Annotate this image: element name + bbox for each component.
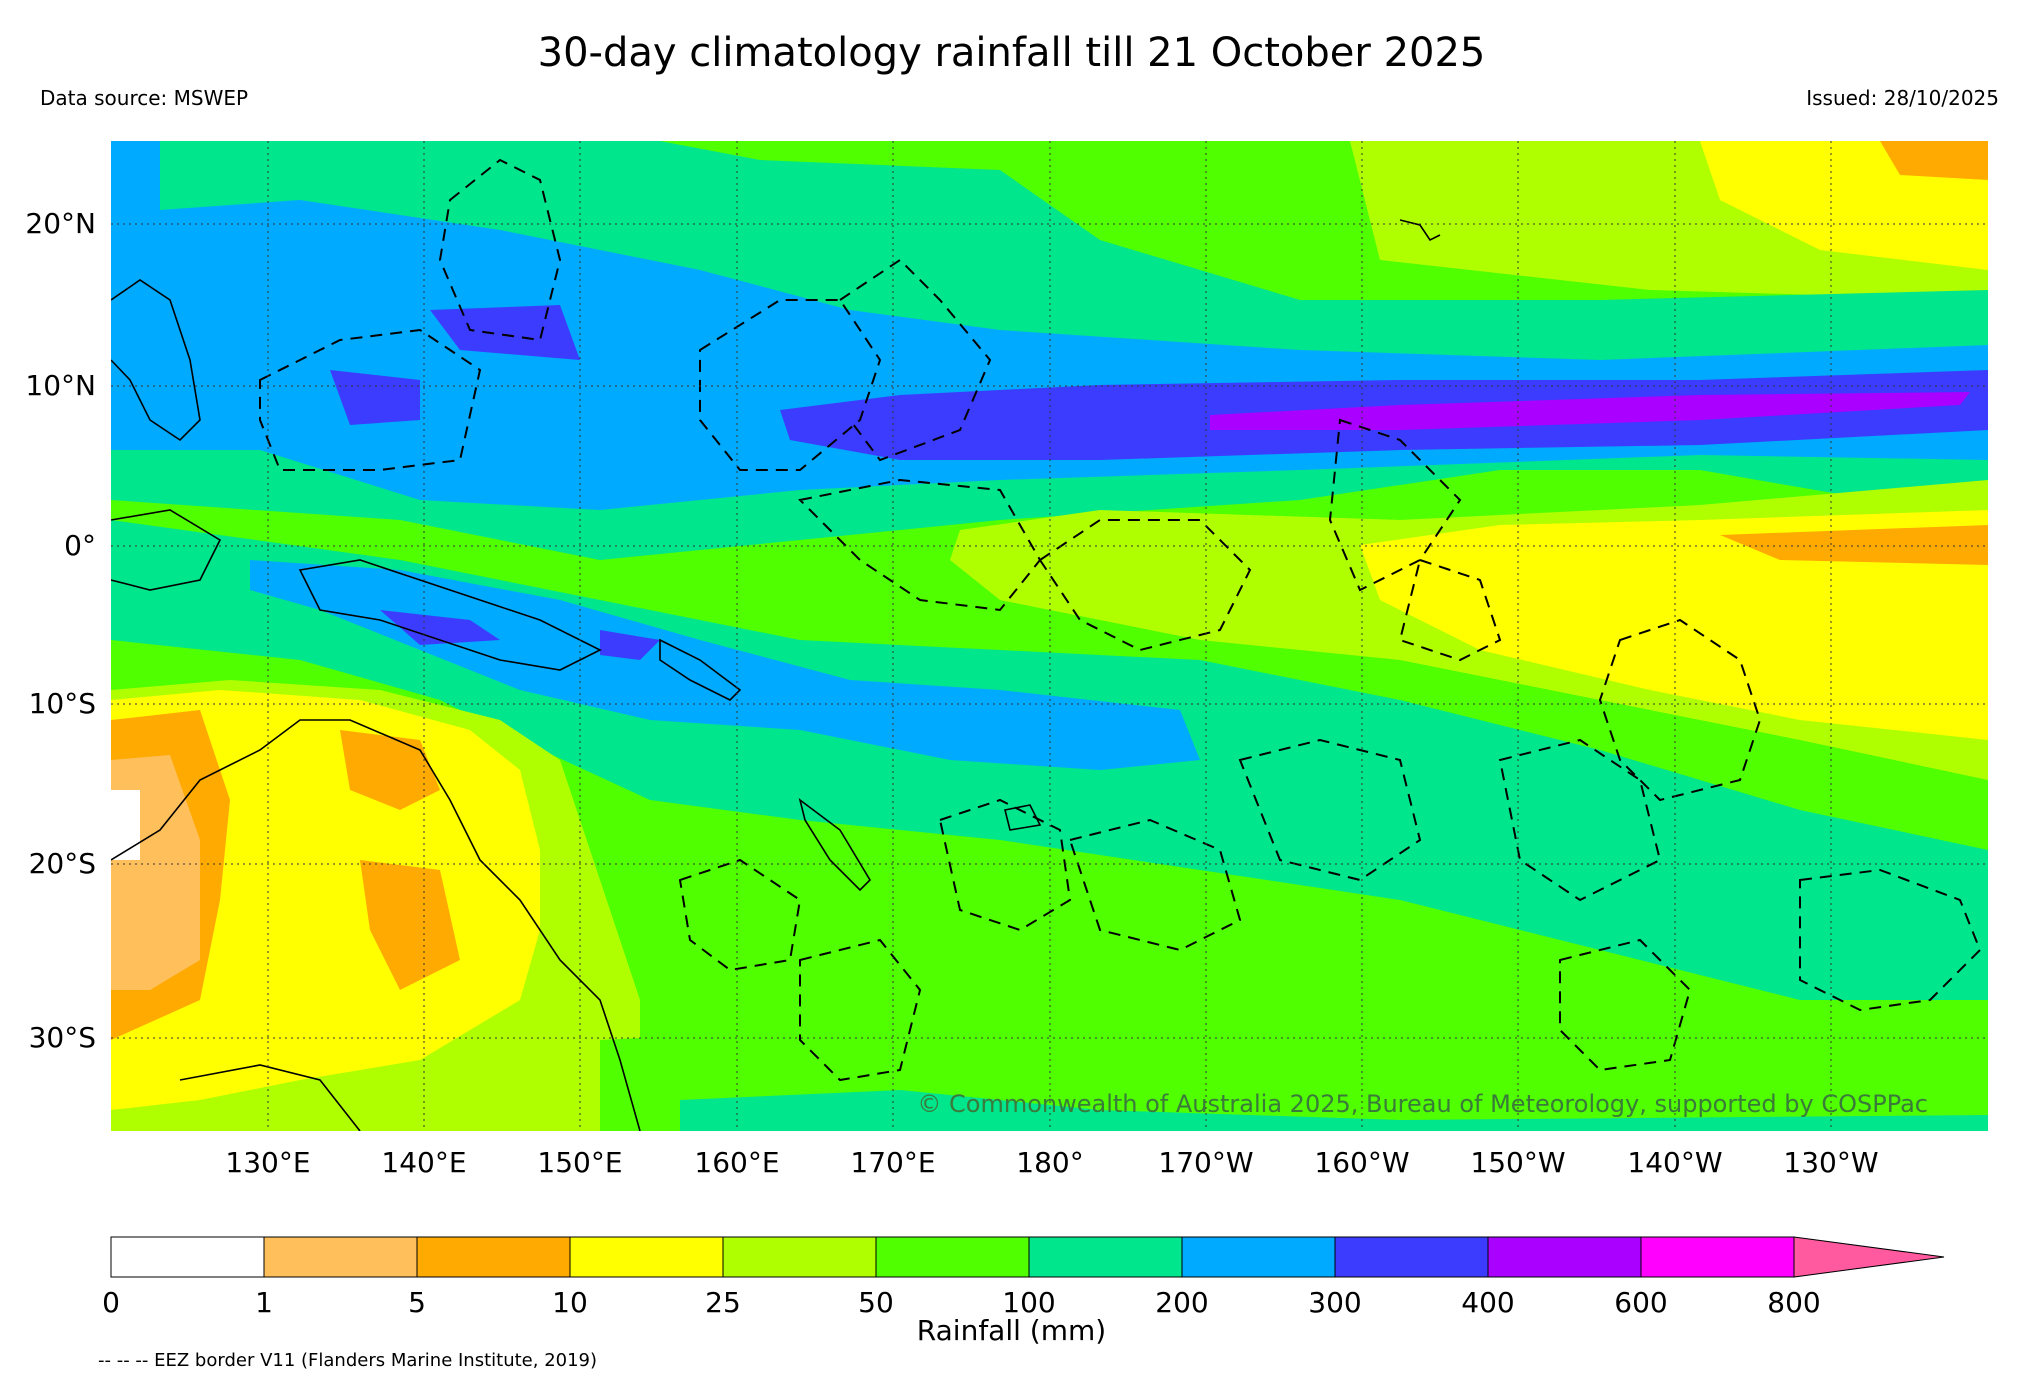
eez-border bbox=[839, 258, 992, 462]
philippines-coastline bbox=[111, 279, 201, 442]
rainfall-band-300-400 bbox=[430, 305, 580, 360]
colorbar-segment bbox=[1028, 1236, 1183, 1278]
lon-label-170e: 170°E bbox=[850, 1146, 936, 1179]
colorbar-tick-label: 800 bbox=[1767, 1286, 1821, 1319]
colorbar-segment bbox=[416, 1236, 571, 1278]
rainfall-band-400-600 bbox=[1210, 392, 1970, 430]
map-title: 30-day climatology rainfall till 21 Octo… bbox=[537, 30, 1486, 76]
lat-label-30s: 30°S bbox=[28, 1021, 96, 1054]
lon-label-140w: 140°W bbox=[1627, 1146, 1723, 1179]
lon-label-150e: 150°E bbox=[537, 1146, 623, 1179]
lon-label-160w: 160°W bbox=[1314, 1146, 1410, 1179]
rainfall-band-100-200 bbox=[680, 1090, 1988, 1131]
rainfall-band-300-400 bbox=[330, 370, 420, 425]
graticule bbox=[111, 141, 1988, 1131]
colorbar-segment bbox=[1181, 1236, 1336, 1278]
lat-label-20s: 20°S bbox=[28, 847, 96, 880]
colorbar-tick-label: 1 bbox=[255, 1286, 273, 1319]
lon-label-130w: 130°W bbox=[1783, 1146, 1879, 1179]
eez-border bbox=[438, 158, 562, 342]
colorbar-segment bbox=[722, 1236, 877, 1278]
lon-label-160e: 160°E bbox=[694, 1146, 780, 1179]
indonesia-coastline bbox=[111, 509, 222, 591]
data-source-label: Data source: MSWEP bbox=[40, 86, 249, 110]
australia-south-coastline bbox=[179, 1064, 361, 1131]
solomon-islands-coastline bbox=[659, 638, 742, 701]
lon-label-180: 180° bbox=[1016, 1146, 1084, 1179]
colorbar-tick-label: 10 bbox=[552, 1286, 588, 1319]
eez-border bbox=[799, 938, 922, 1082]
colorbar-tick-label: 0 bbox=[102, 1286, 120, 1319]
rainfall-band-5-10 bbox=[1880, 141, 1988, 180]
eez-border bbox=[1598, 618, 1762, 802]
rainfall-band-200-300 bbox=[250, 560, 1200, 770]
lon-label-150w: 150°W bbox=[1470, 1146, 1566, 1179]
colorbar-tick-label: 5 bbox=[408, 1286, 426, 1319]
colorbar-tick-label: 25 bbox=[705, 1286, 741, 1319]
lat-label-equator: 0° bbox=[64, 529, 96, 562]
issued-date-label: Issued: 28/10/2025 bbox=[1806, 86, 1999, 110]
eez-border bbox=[699, 299, 882, 471]
eez-border bbox=[1498, 738, 1662, 902]
eez-borders bbox=[259, 158, 1982, 1082]
lat-label-10n: 10°N bbox=[25, 369, 96, 402]
colorbar-segment bbox=[875, 1236, 1030, 1278]
copyright-credit: © Commonwealth of Australia 2025, Bureau… bbox=[917, 1090, 1928, 1118]
lon-label-170w: 170°W bbox=[1158, 1146, 1254, 1179]
eez-border bbox=[1238, 738, 1422, 882]
eez-border bbox=[1559, 938, 1692, 1072]
colorbar-segment bbox=[1334, 1236, 1489, 1278]
lon-label-140e: 140°E bbox=[381, 1146, 467, 1179]
new-caledonia-coastline bbox=[798, 798, 872, 892]
hawaii-coastline bbox=[1399, 219, 1441, 242]
eez-border bbox=[938, 798, 1072, 932]
colorbar-segment bbox=[110, 1236, 265, 1278]
eez-border bbox=[1068, 818, 1242, 952]
colorbar-segment bbox=[569, 1236, 724, 1278]
rainfall-band-0-1 bbox=[111, 790, 140, 860]
colorbar-tick-label: 50 bbox=[858, 1286, 894, 1319]
new-guinea-coastline bbox=[298, 559, 602, 671]
colorbar-tick-label: 300 bbox=[1308, 1286, 1362, 1319]
colorbar-segment bbox=[1640, 1236, 1795, 1278]
lat-label-20n: 20°N bbox=[25, 207, 96, 240]
lon-label-130e: 130°E bbox=[225, 1146, 311, 1179]
eez-border bbox=[1398, 558, 1502, 662]
coastlines bbox=[111, 219, 1441, 1131]
colorbar-segment bbox=[263, 1236, 418, 1278]
eez-border bbox=[678, 858, 802, 972]
rainfall-band-5-10 bbox=[340, 730, 440, 810]
rainfall-band-300-400 bbox=[600, 630, 660, 660]
colorbar-tick-label: 200 bbox=[1155, 1286, 1209, 1319]
eez-note: -- -- -- EEZ border V11 (Flanders Marine… bbox=[98, 1350, 598, 1371]
eez-border bbox=[797, 478, 1042, 612]
colorbar-label: Rainfall (mm) bbox=[916, 1314, 1107, 1347]
colorbar-tick-label: 400 bbox=[1461, 1286, 1515, 1319]
colorbar-extend-arrow bbox=[1793, 1236, 1945, 1278]
eez-border bbox=[1038, 519, 1252, 652]
rainfall-band-5-10 bbox=[360, 860, 460, 990]
rainfall-band-5-10 bbox=[1720, 525, 1988, 565]
eez-border bbox=[259, 328, 482, 471]
australia-coastline bbox=[111, 719, 641, 1131]
colorbar-tick-label: 600 bbox=[1614, 1286, 1668, 1319]
fiji-coastline bbox=[1004, 804, 1042, 831]
rainfall-band-300-400 bbox=[380, 610, 500, 645]
lat-label-10s: 10°S bbox=[28, 687, 96, 720]
colorbar-segment bbox=[1487, 1236, 1642, 1278]
colorbar-tick-label: 100 bbox=[1002, 1286, 1056, 1319]
colorbar bbox=[110, 1236, 1945, 1278]
